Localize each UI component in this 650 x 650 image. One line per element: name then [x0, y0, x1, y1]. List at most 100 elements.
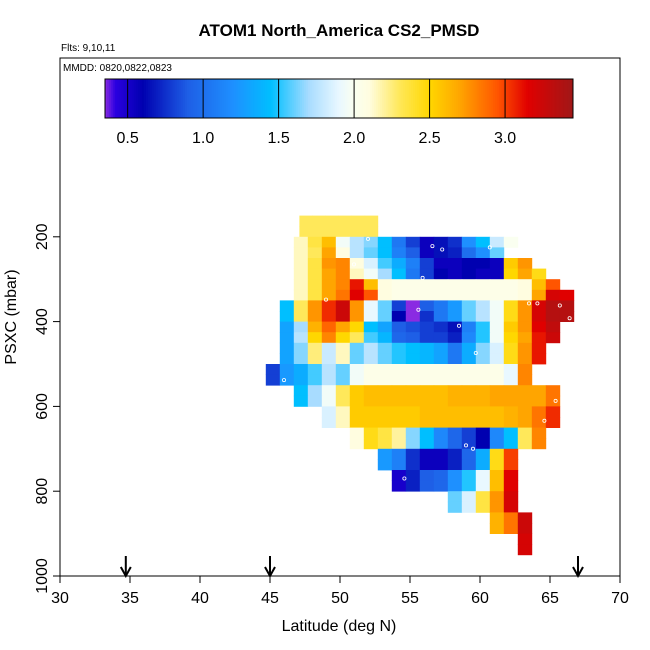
- heatmap-cell: [447, 491, 463, 503]
- colorbar-swatch: [190, 79, 194, 118]
- heatmap-cell: [419, 268, 435, 280]
- heatmap-cell: [377, 279, 393, 291]
- heatmap-cell: [363, 279, 379, 291]
- heatmap-cell: [447, 247, 463, 259]
- heatmap-cell: [461, 448, 477, 460]
- heatmap-cell: [307, 332, 323, 344]
- colorbar-swatch: [520, 79, 523, 118]
- heatmap-cell: [419, 480, 435, 492]
- colorbar-swatch: [282, 79, 285, 118]
- heatmap-cell: [475, 448, 491, 460]
- observation-point: [473, 350, 478, 355]
- heatmap-cell: [531, 342, 547, 354]
- heatmap-cell: [335, 395, 351, 407]
- colorbar-swatch: [506, 79, 510, 118]
- heatmap-cell: [349, 374, 365, 386]
- colorbar-swatch: [516, 79, 519, 118]
- colorbar-swatch: [399, 79, 402, 118]
- colorbar-tick-label: 0.5: [117, 130, 139, 147]
- heatmap-cell: [321, 247, 337, 259]
- heatmap-cell: [307, 279, 323, 291]
- observation-point: [567, 316, 572, 321]
- heatmap-cell: [377, 448, 393, 460]
- heatmap-cell: [293, 332, 309, 344]
- colorbar-swatch: [184, 79, 188, 118]
- colorbar-swatch: [477, 79, 480, 118]
- colorbar-swatch: [551, 79, 554, 118]
- colorbar-swatch: [539, 79, 543, 118]
- heatmap-cell: [377, 332, 393, 344]
- heatmap-cell: [405, 342, 421, 354]
- heatmap-cell: [461, 311, 477, 322]
- colorbar-swatch: [459, 79, 463, 118]
- heatmap-cell: [419, 427, 435, 439]
- heatmap-cell: [489, 491, 505, 503]
- heatmap-cell: [335, 311, 351, 322]
- heatmap-cell: [363, 406, 379, 418]
- observation-point: [535, 301, 540, 306]
- heatmap-cell: [377, 364, 393, 375]
- heatmap-cell: [475, 300, 491, 312]
- heatmap-cell: [517, 289, 533, 301]
- heatmap-cell: [447, 342, 463, 354]
- colorbar-swatch: [175, 79, 178, 118]
- heatmap-cell: [461, 364, 477, 375]
- heatmap-cell: [517, 406, 533, 418]
- heatmap-cell: [489, 311, 505, 322]
- observation-point: [402, 476, 407, 481]
- colorbar-swatch: [475, 79, 478, 118]
- heatmap-cell: [391, 438, 407, 450]
- heatmap-cell: [447, 311, 463, 322]
- heatmap-cell: [363, 427, 379, 439]
- heatmap-cell: [475, 438, 491, 450]
- colorbar-swatch: [124, 79, 127, 118]
- colorbar-swatch: [381, 79, 385, 118]
- colorbar-swatch: [284, 79, 287, 118]
- heatmap-cell: [391, 406, 407, 418]
- colorbar-swatch: [229, 79, 233, 118]
- colorbar-swatch: [514, 79, 517, 118]
- heatmap-cell: [325, 226, 339, 238]
- heatmap-cell: [517, 544, 533, 556]
- heatmap-cell: [279, 321, 295, 333]
- heatmap-cell: [503, 353, 519, 365]
- heatmap-cell: [447, 385, 463, 397]
- colorbar-swatch: [181, 79, 184, 118]
- heatmap-cell: [447, 258, 463, 269]
- colorbar-swatch: [518, 79, 521, 118]
- heatmap-cell: [475, 395, 491, 407]
- colorbar-swatch: [233, 79, 237, 118]
- heatmap-cell: [433, 236, 449, 248]
- colorbar-swatch: [220, 79, 223, 118]
- heatmap-cell: [489, 374, 505, 386]
- heatmap-cell: [419, 236, 435, 248]
- colorbar-swatch: [136, 79, 139, 118]
- heatmap-cell: [447, 374, 463, 386]
- heatmap-cell: [433, 353, 449, 365]
- y-axis-label: PSXC (mbar): [3, 269, 20, 364]
- colorbar-swatch: [204, 79, 207, 118]
- colorbar-swatch: [311, 79, 315, 118]
- observation-point: [487, 245, 492, 250]
- heatmap-cell: [405, 427, 421, 439]
- heatmap-cell: [335, 279, 351, 291]
- heatmap-cell: [335, 417, 351, 428]
- colorbar-swatch: [327, 79, 330, 118]
- heatmap-cell: [433, 480, 449, 492]
- heatmap-cell: [517, 279, 533, 291]
- heatmap-cell: [279, 342, 295, 354]
- heatmap-cell: [321, 300, 337, 312]
- heatmap-cell: [461, 258, 477, 269]
- heatmap-cell: [475, 247, 491, 259]
- heatmap-cell: [338, 215, 353, 227]
- colorbar-tick-label: 2.5: [418, 130, 440, 147]
- colorbar-swatch: [290, 79, 293, 118]
- colorbar-swatch: [454, 79, 457, 118]
- heatmap-cell: [377, 385, 393, 397]
- colorbar-swatch: [333, 79, 336, 118]
- colorbar-swatch: [227, 79, 231, 118]
- colorbar-swatch: [266, 79, 270, 118]
- observation-point: [463, 443, 468, 448]
- colorbar-swatch: [264, 79, 268, 118]
- heatmap-cell: [265, 364, 281, 375]
